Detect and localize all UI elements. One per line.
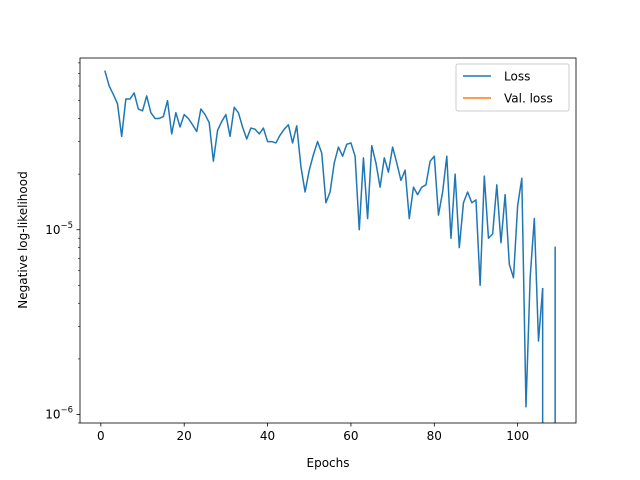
x-tick-label: 100 — [506, 429, 529, 443]
plot-area — [105, 71, 555, 423]
x-tick-label: 40 — [260, 429, 275, 443]
axes-frame — [79, 57, 577, 424]
x-tick-label: 60 — [343, 429, 358, 443]
axes: 0 20 40 60 80 100 10−6 10−5 — [45, 57, 577, 443]
legend: Loss Val. loss — [455, 63, 570, 112]
x-axis-label: Epochs — [307, 456, 350, 470]
legend-label: Loss — [504, 70, 530, 84]
series-loss — [105, 71, 555, 423]
legend-label: Val. loss — [504, 92, 553, 106]
y-axis-label: Negative log-likelihood — [16, 171, 30, 308]
x-tick-label: 20 — [177, 429, 192, 443]
y-tick-label: 10−6 — [45, 406, 73, 422]
x-tick-label: 80 — [427, 429, 442, 443]
y-tick-label: 10−5 — [45, 221, 73, 237]
x-tick-label: 0 — [97, 429, 105, 443]
